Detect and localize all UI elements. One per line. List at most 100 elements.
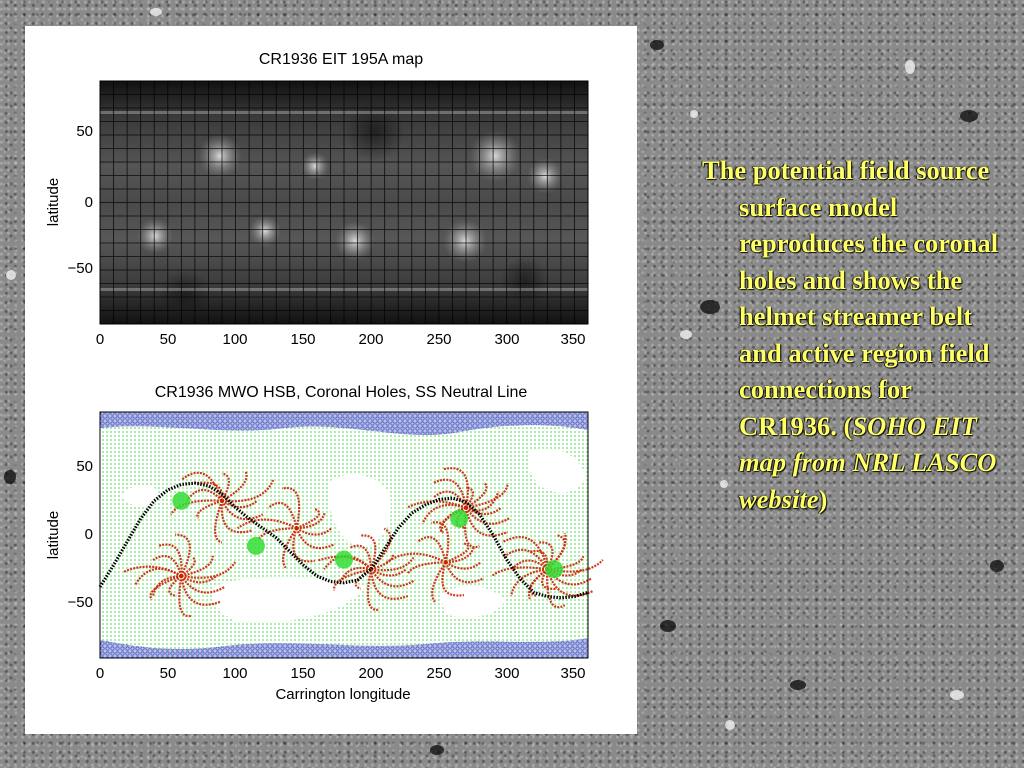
field-line (465, 491, 500, 512)
field-line (134, 567, 182, 586)
field-line (181, 561, 237, 579)
field-line (528, 568, 548, 598)
bottom-plot-x-ticks: 0 50 100 150 200 250 300 350 (96, 665, 586, 682)
field-line (465, 486, 474, 509)
bottom-x-tick-label: 50 (160, 665, 177, 682)
field-line (441, 561, 465, 597)
field-line (547, 559, 604, 573)
field-line (370, 553, 395, 571)
field-line (296, 527, 333, 536)
bottom-x-tick-label: 100 (222, 665, 247, 682)
bottom-x-tick-label: 350 (560, 665, 585, 682)
bottom-y-tick-label: −50 (68, 594, 93, 611)
field-line (123, 565, 182, 577)
field-line (296, 508, 321, 530)
field-line (546, 569, 566, 609)
field-line (221, 479, 275, 503)
open-footpoint (335, 550, 353, 569)
field-line (406, 561, 446, 575)
bottom-x-tick-label: 200 (358, 665, 383, 682)
bottom-y-tick-label: 0 (85, 526, 93, 543)
field-line (370, 569, 409, 600)
open-footpoint (246, 536, 265, 555)
bottom-x-tick-label: 300 (494, 665, 519, 682)
field-line (370, 568, 407, 577)
field-line (360, 534, 377, 570)
open-footpoint (450, 509, 469, 528)
bottom-plot-ylabel: latitude (45, 511, 62, 559)
field-line (443, 467, 469, 508)
bottom-x-tick-label: 150 (290, 665, 315, 682)
top-x-tick-label: 50 (160, 331, 177, 348)
field-line (175, 533, 191, 577)
field-line (151, 574, 182, 597)
field-line (296, 511, 326, 530)
field-line (529, 549, 549, 570)
top-x-tick-label: 250 (426, 331, 451, 348)
neutral-line (98, 481, 589, 600)
caption-close: ) (818, 483, 828, 514)
figure-svg: CR1936 EIT 195A map 50 0 −50 0 50 (45, 51, 604, 703)
field-line (221, 470, 248, 502)
top-plot-x-ticks: 0 50 100 150 200 250 300 350 (96, 331, 586, 348)
field-line (370, 556, 415, 572)
field-line (445, 561, 482, 570)
field-line (370, 568, 415, 588)
top-plot-y-ticks: 50 0 −50 (68, 123, 93, 277)
top-x-tick-label: 0 (96, 331, 104, 348)
bottom-y-tick-label: 50 (76, 458, 93, 475)
field-line (432, 478, 468, 508)
field-line (511, 559, 549, 571)
field-line (152, 555, 183, 577)
field-line (295, 527, 336, 550)
figure-panel: CR1936 EIT 195A map 50 0 −50 0 50 (25, 26, 637, 734)
field-line (440, 506, 467, 533)
open-field-footpoints (172, 491, 564, 579)
caption-main: The potential field source surface model… (702, 155, 999, 441)
open-footpoint (172, 491, 191, 510)
top-y-tick-label: 0 (85, 194, 93, 211)
top-x-tick-label: 100 (222, 331, 247, 348)
field-line (196, 499, 223, 519)
bottom-x-tick-label: 0 (96, 665, 104, 682)
field-line (180, 556, 196, 577)
field-line (348, 544, 373, 570)
top-x-tick-label: 150 (290, 331, 315, 348)
caption-source: SOHO EIT map from NRL LASCO website (739, 410, 997, 514)
field-line (431, 561, 447, 603)
field-line (501, 536, 549, 570)
field-line (338, 566, 372, 585)
top-y-tick-label: 50 (76, 123, 93, 140)
top-x-tick-label: 200 (358, 331, 383, 348)
field-line (502, 548, 549, 570)
field-line (180, 575, 218, 584)
top-y-tick-label: −50 (68, 260, 93, 277)
field-line (366, 568, 380, 611)
field-line (541, 568, 556, 591)
bottom-plot-y-ticks: 50 0 −50 (68, 458, 93, 611)
bottom-plot-map (98, 412, 604, 658)
top-x-tick-label: 300 (494, 331, 519, 348)
field-line (180, 575, 225, 594)
field-line (178, 575, 193, 618)
field-line (168, 575, 182, 597)
field-line (464, 507, 509, 537)
field-line (386, 552, 447, 564)
top-plot-image (99, 80, 589, 325)
caption-text: The potential field source surface model… (702, 152, 1012, 517)
field-line (281, 486, 301, 529)
field-line (214, 500, 224, 544)
field-line (445, 542, 470, 564)
field-line (180, 575, 222, 606)
field-line (220, 500, 252, 534)
field-line (416, 536, 447, 563)
open-footpoint (545, 560, 564, 579)
field-line (421, 503, 467, 525)
field-line (236, 518, 298, 530)
top-plot-title: CR1936 EIT 195A map (259, 51, 423, 68)
field-line (510, 568, 548, 597)
top-plot-ylabel: latitude (45, 178, 62, 226)
field-line (527, 568, 548, 600)
field-line (181, 555, 214, 578)
field-line (433, 490, 467, 509)
